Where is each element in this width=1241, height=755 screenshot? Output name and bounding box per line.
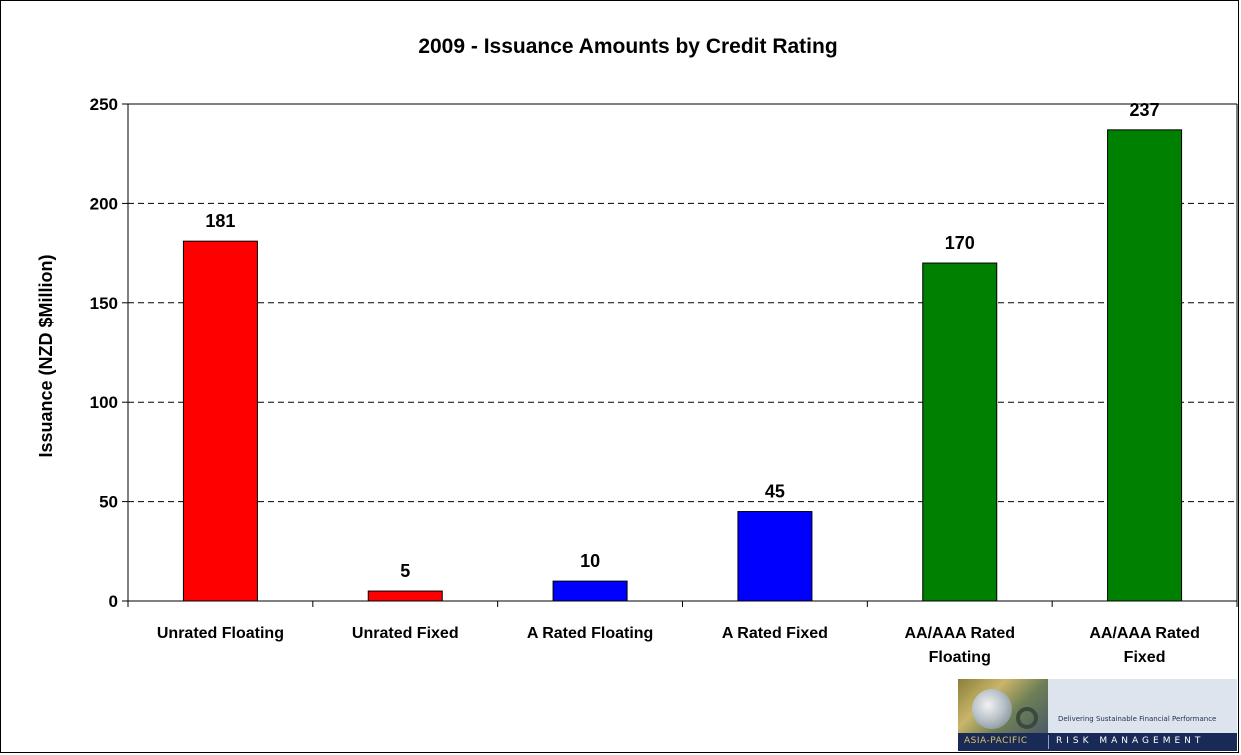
category-label: Floating	[929, 649, 991, 666]
company-logo: Delivering Sustainable Financial Perform…	[958, 679, 1237, 751]
logo-region-text: ASIA-PACIFIC	[964, 736, 1028, 746]
logo-bar	[958, 733, 1237, 751]
data-label: 237	[1130, 100, 1160, 120]
bar	[737, 511, 813, 602]
y-tick-label: 50	[99, 493, 118, 512]
category-label: A Rated Fixed	[722, 625, 828, 642]
bar	[182, 240, 258, 602]
data-label: 10	[580, 551, 600, 571]
data-label: 45	[765, 482, 785, 502]
data-label: 170	[945, 233, 975, 253]
bar	[552, 580, 628, 602]
bar	[367, 590, 443, 602]
category-label: Unrated Fixed	[352, 625, 459, 642]
y-tick-label: 200	[90, 194, 118, 213]
y-tick-label: 0	[109, 592, 118, 611]
category-label: AA/AAA Rated	[904, 625, 1015, 642]
bar	[922, 262, 998, 602]
bar	[1107, 129, 1183, 602]
logo-company-text: RISK MANAGEMENT	[1056, 736, 1205, 746]
data-label: 181	[205, 211, 235, 231]
logo-panel	[1048, 679, 1237, 733]
y-tick-label: 150	[90, 294, 118, 313]
category-label: AA/AAA Rated	[1089, 625, 1200, 642]
y-axis-label: Issuance (NZD $Million)	[36, 254, 56, 457]
chart-title: 2009 - Issuance Amounts by Credit Rating	[418, 35, 837, 58]
category-label: Fixed	[1124, 649, 1166, 666]
data-label: 5	[400, 561, 410, 581]
plot-area: 0 50 100 150 200 250 181 Unrated Floating 5 Unrat…	[90, 95, 1238, 666]
category-label: Unrated Floating	[157, 625, 284, 642]
y-tick-label: 100	[90, 393, 118, 412]
category-label: A Rated Floating	[527, 625, 654, 642]
y-tick-label: 250	[90, 95, 118, 114]
logo-tagline: Delivering Sustainable Financial Perform…	[1058, 715, 1217, 723]
logo-separator	[1048, 735, 1049, 749]
